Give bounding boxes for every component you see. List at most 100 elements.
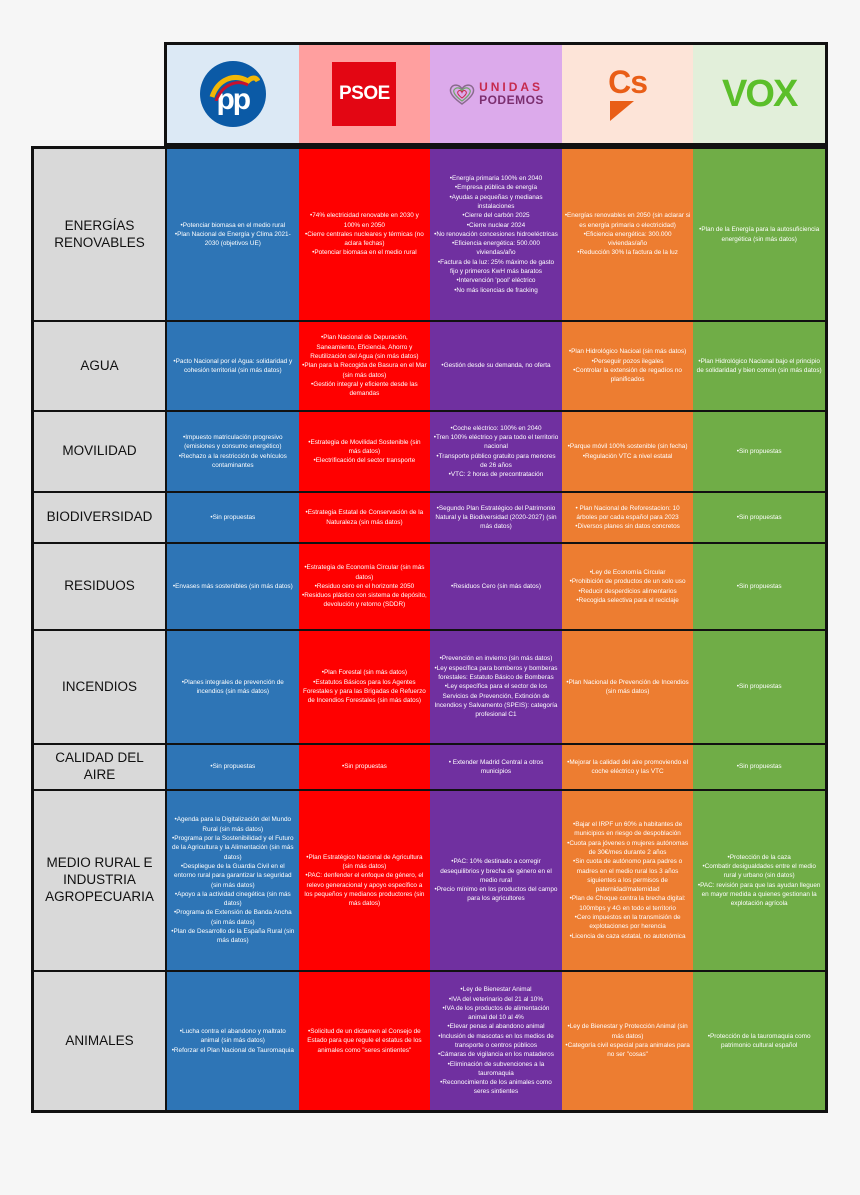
proposal-cell-ciudadanos: •Energías renovables en 2050 (sin aclara… bbox=[561, 149, 694, 320]
proposal-item: •Regulación VTC a nivel estatal bbox=[582, 452, 673, 460]
proposal-cell-vox: •Protección de la caza •Combatir desigual… bbox=[693, 791, 825, 970]
proposal-cell-ciudadanos: •Ley de Bienestar y Protección Animal (s… bbox=[561, 972, 694, 1110]
proposal-item: •Programa de Extensión de Banda Ancha (s… bbox=[173, 909, 292, 926]
proposal-item: •Envases más sostenibles (sin más datos) bbox=[172, 582, 293, 590]
proposal-cell-pp: •Sin propuestas bbox=[167, 493, 299, 542]
table-row: INCENDIOS •Planes integrales de prevenció… bbox=[34, 629, 825, 743]
proposal-cell-psoe: •Estrategia de Movilidad Sostenible (sin… bbox=[298, 412, 431, 491]
proposal-item: •Plan de Desarrollo de la España Rural (… bbox=[171, 927, 295, 945]
proposal-item: •Sin propuestas bbox=[736, 513, 782, 521]
proposal-item: •Gestión integral y eficiente desde las … bbox=[311, 380, 418, 398]
cs-triangle-icon bbox=[610, 101, 635, 121]
proposal-item: •Precio mínimo en los productos del camp… bbox=[434, 886, 558, 903]
table-row: AGUA •Pacto Nacional por el Agua: solidar… bbox=[34, 320, 825, 410]
table-row: RESIDUOS •Envases más sostenibles (sin má… bbox=[34, 542, 825, 629]
proposal-item: •PAC: denfender el enfoque de género, el… bbox=[304, 872, 425, 908]
proposal-cell-pp: •Lucha contra el abandono y maltrato ani… bbox=[167, 972, 299, 1110]
proposal-cell-psoe: •74% electricidad renovable en 2030 y 10… bbox=[298, 149, 431, 320]
proposal-item: •Ley de Bienestar y Protección Animal (s… bbox=[567, 1023, 688, 1040]
proposal-item: •Factura de la luz: 25% máximo de gasto … bbox=[437, 258, 555, 276]
proposal-item: •Sin propuestas bbox=[736, 582, 782, 590]
party-logo-header: pp PSOE UNIDAS PODEMOS Cs VOX bbox=[164, 42, 828, 146]
proposal-cell-pp: •Planes integrales de prevención de ince… bbox=[167, 631, 299, 743]
proposal-cell-vox: •Sin propuestas bbox=[693, 745, 825, 789]
proposal-cell-unidas-podemos: •Residuos Cero (sin más datos) bbox=[430, 544, 562, 629]
proposal-item: •Electrificación del sector transporte bbox=[313, 457, 416, 465]
proposal-item: •Energía primaria 100% en 2040 bbox=[449, 175, 543, 183]
proposal-item: •PAC: 10% destinado a corregir desequili… bbox=[440, 858, 552, 884]
proposal-item: •Plan Forestal (sin más datos) bbox=[321, 669, 408, 677]
proposal-cell-psoe: •Plan Forestal (sin más datos) •Estatutos… bbox=[298, 631, 431, 743]
proposal-item: •Intervención 'pool' eléctrico bbox=[456, 277, 536, 285]
proposal-item: •Ley específica para el sector de los Se… bbox=[434, 683, 558, 719]
proposal-cell-vox: •Plan Hidrológico Nacional bajo el princ… bbox=[693, 322, 825, 410]
podemos-logo-text: PODEMOS bbox=[479, 93, 544, 107]
proposal-item: •Categoría civil especial para animales … bbox=[565, 1042, 690, 1059]
proposal-cell-ciudadanos: •Plan Hidrológico Nacioal (sin más datos… bbox=[561, 322, 694, 410]
topic-label: MEDIO RURAL E INDUSTRIA AGROPECUARIA bbox=[34, 791, 167, 970]
proposal-item: •Cierre centrales nucleares y térmicas (… bbox=[305, 230, 424, 248]
proposal-item: •Apoyo a la actividad cinegética (sin má… bbox=[174, 890, 291, 908]
proposal-item: •Estrategia Estatal de Conservación de l… bbox=[305, 509, 424, 526]
proposal-item: • Plan Nacional de Reforestacion: 10 árb… bbox=[575, 504, 680, 521]
proposal-item: •Perseguir pozos ilegales bbox=[591, 357, 664, 365]
table-row: BIODIVERSIDAD •Sin propuestas •Estrategia … bbox=[34, 491, 825, 542]
proposal-cell-pp: •Envases más sostenibles (sin más datos) bbox=[167, 544, 299, 629]
topic-label: BIODIVERSIDAD bbox=[34, 493, 167, 542]
proposal-item: •Plan Estratégico Nacional de Agricultur… bbox=[306, 853, 423, 870]
table-row: MEDIO RURAL E INDUSTRIA AGROPECUARIA •Age… bbox=[34, 789, 825, 970]
proposal-item: •Mejorar la calidad del aire promoviendo… bbox=[567, 758, 689, 775]
proposal-cell-unidas-podemos: •Energía primaria 100% en 2040 •Empresa p… bbox=[430, 149, 562, 320]
topic-label: AGUA bbox=[34, 322, 167, 410]
proposal-item: •Cuota para jóvenes o mujeres autónomas … bbox=[567, 839, 689, 856]
proposal-item: •Plan de la Energía para la autosuficien… bbox=[699, 226, 820, 243]
proposal-cell-ciudadanos: • Plan Nacional de Reforestacion: 10 árb… bbox=[561, 493, 694, 542]
proposal-item: •Parque móvil 100% sostenible (sin fecha… bbox=[567, 443, 688, 451]
proposal-cell-unidas-podemos: •Ley de Bienestar Animal •IVA del veterin… bbox=[430, 972, 562, 1110]
table-row: MOVILIDAD •Impuesto matriculación progres… bbox=[34, 410, 825, 491]
proposal-item: •Plan Hidrológico Nacional bajo el princ… bbox=[696, 357, 822, 374]
proposal-item: •Licencia de caza estatal, no autonómica bbox=[569, 932, 686, 940]
proposal-item: •Tren 100% eléctrico y para todo el terr… bbox=[433, 433, 559, 451]
proposal-cell-unidas-podemos: •Prevención en invierno (sin más datos) •… bbox=[430, 631, 562, 743]
proposal-cell-vox: •Sin propuestas bbox=[693, 631, 825, 743]
proposal-item: •Recogida selectiva para el reciclaje bbox=[576, 596, 679, 604]
proposal-item: •Residuo cero en el horizonte 2050 bbox=[314, 582, 415, 590]
proposal-cell-unidas-podemos: •Coche eléctrico: 100% en 2040 •Tren 100%… bbox=[430, 412, 562, 491]
proposal-item: •Sin cuota de autónomo para padres o mad… bbox=[572, 858, 683, 894]
proposal-item: •Sin propuestas bbox=[736, 763, 782, 771]
topic-label: CALIDAD DEL AIRE bbox=[34, 745, 167, 789]
proposal-item: •Potenciar biomasa en el medio rural bbox=[180, 221, 286, 229]
unidas-logo-text: UNIDAS bbox=[479, 80, 544, 94]
psoe-logo-icon: PSOE bbox=[332, 62, 397, 126]
pp-gull-icon bbox=[209, 75, 260, 101]
vox-logo-text: VOX bbox=[722, 72, 798, 115]
proposal-item: •Prevención en invierno (sin más datos) bbox=[439, 655, 553, 663]
proposal-item: •Estrategia de Movilidad Sostenible (sin… bbox=[308, 438, 421, 455]
proposal-item: •Cero impuestos en la transmisión de exp… bbox=[574, 914, 681, 931]
proposal-item: •Plan Hidrológico Nacioal (sin más datos… bbox=[568, 348, 687, 356]
proposal-item: •Ley de Economía Circular bbox=[589, 568, 666, 576]
proposal-item: •Ayudas a pequeñas y medianas instalacio… bbox=[449, 193, 543, 210]
proposal-item: •Ley específica para bomberos y bomberas… bbox=[434, 664, 558, 682]
proposal-cell-vox: •Sin propuestas bbox=[693, 493, 825, 542]
proposal-item: •Coche eléctrico: 100% en 2040 bbox=[450, 424, 542, 432]
proposal-item: •Transporte público gratuito para menore… bbox=[436, 452, 556, 469]
proposal-item: •Eliminación de subvenciones a la taurom… bbox=[447, 1060, 545, 1077]
proposal-item: •No más licencias de fracking bbox=[454, 286, 538, 294]
heart-icon bbox=[449, 84, 475, 105]
proposal-item: •74% electricidad renovable en 2030 y 10… bbox=[309, 212, 419, 229]
proposal-item: •Segundo Plan Estratégico del Patrimonio… bbox=[435, 504, 557, 531]
proposal-item: •Prohibición de productos de un solo uso bbox=[569, 578, 686, 586]
psoe-logo-text: PSOE bbox=[338, 83, 390, 104]
proposal-item: •Reconocimiento de los animales como ser… bbox=[440, 1079, 552, 1096]
header-cell-ciudadanos: Cs bbox=[561, 45, 694, 143]
proposal-cell-vox: •Plan de la Energía para la autosuficien… bbox=[693, 149, 825, 320]
proposal-cell-ciudadanos: •Mejorar la calidad del aire promoviendo… bbox=[561, 745, 694, 789]
proposal-item: •PAC: revisión para que las ayudan llegu… bbox=[697, 881, 821, 908]
proposal-item: •Ley de Bienestar Animal bbox=[460, 986, 532, 994]
proposal-cell-pp: •Pacto Nacional por el Agua: solidaridad… bbox=[167, 322, 299, 410]
proposal-cell-psoe: •Plan Nacional de Depuración, Saneamient… bbox=[298, 322, 431, 410]
proposal-cell-pp: •Agenda para la Digitalización del Mundo… bbox=[167, 791, 299, 970]
table-row: CALIDAD DEL AIRE •Sin propuestas •Sin prop… bbox=[34, 743, 825, 789]
